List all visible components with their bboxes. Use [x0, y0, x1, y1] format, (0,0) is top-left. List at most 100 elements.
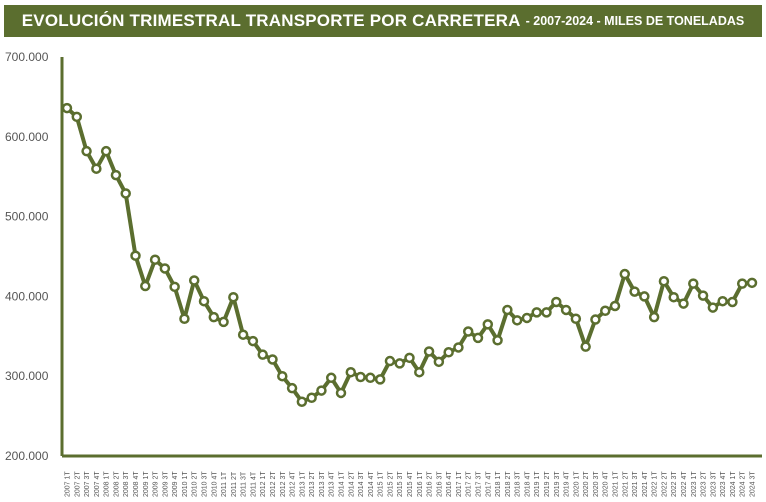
data-point	[228, 291, 239, 303]
data-point	[453, 342, 464, 353]
x-tick-label: 2008 2T	[113, 471, 120, 497]
x-tick-label: 2008 3T	[123, 471, 130, 497]
data-point	[521, 312, 533, 324]
data-point	[81, 145, 92, 157]
x-tick-label: 2009 1T	[143, 471, 150, 497]
data-point	[736, 278, 748, 289]
data-point	[433, 356, 445, 368]
data-point-markers	[61, 102, 758, 407]
data-point	[580, 341, 591, 352]
x-tick-label: 2019 3T	[554, 471, 561, 497]
y-axis-labels: 200.000 300.000 400.000 500.000 600.000 700.0…	[5, 50, 49, 463]
x-tick-label: 2020 3T	[593, 471, 600, 497]
x-tick-label: 2009 3T	[162, 471, 169, 497]
data-point	[658, 275, 670, 287]
x-tick-label: 2020 2T	[583, 471, 590, 497]
x-tick-label: 2007 4T	[94, 471, 101, 497]
data-point	[688, 278, 699, 289]
y-tick-label: 500.000	[5, 210, 49, 224]
data-point	[306, 392, 317, 403]
data-point	[492, 335, 503, 346]
y-tick-label: 400.000	[5, 289, 49, 303]
data-point	[727, 296, 738, 308]
data-point	[482, 319, 494, 330]
x-tick-label: 2010 1T	[182, 471, 189, 497]
data-point	[443, 347, 454, 358]
data-point	[277, 370, 288, 382]
data-point	[707, 302, 719, 313]
x-tick-label: 2019 4T	[564, 471, 571, 497]
data-point	[218, 316, 229, 328]
x-tick-label: 2013 2T	[309, 471, 316, 497]
data-point	[100, 145, 112, 157]
data-point	[257, 349, 268, 360]
x-tick-label: 2021 2T	[622, 471, 629, 497]
x-tick-label: 2016 3T	[436, 471, 443, 497]
data-point	[472, 332, 484, 344]
x-tick-label: 2016 2T	[427, 471, 434, 497]
x-tick-label: 2016 1T	[417, 471, 424, 497]
x-tick-label: 2017 2T	[466, 471, 473, 497]
x-tick-label: 2012 1T	[260, 471, 267, 497]
x-tick-label: 2010 2T	[192, 471, 199, 497]
data-point	[629, 286, 640, 297]
data-point	[179, 313, 190, 324]
x-axis-labels: 2007 1T 2007 2T 2007 3T 2007 4T 2008 1T 2008 …	[65, 471, 757, 497]
x-tick-label: 2023 1T	[691, 471, 698, 497]
data-point	[678, 298, 689, 309]
x-tick-label: 2007 1T	[65, 471, 72, 497]
x-tick-label: 2018 4T	[524, 471, 531, 497]
data-point	[717, 295, 728, 307]
x-tick-label: 2008 4T	[133, 471, 140, 497]
data-point	[639, 291, 650, 302]
x-tick-label: 2009 2T	[153, 471, 160, 497]
x-tick-label: 2015 1T	[378, 471, 385, 497]
data-point	[130, 250, 141, 261]
x-tick-label: 2011 3T	[241, 471, 248, 497]
x-tick-label: 2013 4T	[329, 471, 336, 497]
data-point	[91, 163, 102, 174]
x-tick-label: 2018 1T	[495, 471, 502, 497]
x-tick-label: 2008 1T	[104, 471, 111, 497]
chart-title-bar: EVOLUCIÓN TRIMESTRAL TRANSPORTE POR CARR…	[4, 5, 762, 37]
data-point	[159, 263, 171, 274]
x-tick-label: 2017 1T	[456, 471, 463, 497]
x-tick-label: 2024 3T	[750, 471, 757, 497]
x-tick-label: 2011 4T	[250, 471, 257, 497]
x-tick-label: 2015 3T	[397, 471, 404, 497]
x-tick-label: 2024 2T	[740, 471, 747, 497]
data-point	[599, 305, 611, 317]
x-tick-label: 2024 1T	[730, 471, 737, 497]
data-point	[247, 335, 259, 347]
x-tick-label: 2017 3T	[476, 471, 483, 497]
data-point	[394, 358, 405, 369]
data-point	[697, 290, 709, 301]
x-tick-label: 2013 1T	[299, 471, 306, 497]
data-point	[365, 372, 376, 384]
x-tick-label: 2023 3T	[710, 471, 717, 497]
x-tick-label: 2012 2T	[270, 471, 277, 497]
data-point	[462, 326, 474, 337]
x-tick-label: 2022 4T	[681, 471, 688, 497]
data-point	[511, 315, 523, 326]
data-point	[267, 354, 278, 365]
data-point	[169, 281, 180, 293]
data-point	[668, 291, 679, 303]
data-point	[619, 268, 631, 280]
data-point	[325, 372, 337, 384]
data-point	[570, 313, 582, 324]
y-tick-label: 600.000	[5, 130, 49, 144]
data-point	[61, 102, 73, 114]
x-tick-label: 2022 1T	[652, 471, 659, 497]
x-tick-label: 2023 2T	[701, 471, 708, 497]
y-tick-label: 300.000	[5, 369, 49, 383]
data-point	[590, 314, 601, 325]
data-point	[198, 295, 210, 307]
x-tick-label: 2007 2T	[74, 471, 81, 497]
x-tick-label: 2022 2T	[661, 471, 668, 497]
x-tick-label: 2010 4T	[211, 471, 218, 497]
data-point	[110, 169, 122, 181]
data-point	[551, 296, 562, 308]
x-tick-label: 2015 4T	[407, 471, 414, 497]
